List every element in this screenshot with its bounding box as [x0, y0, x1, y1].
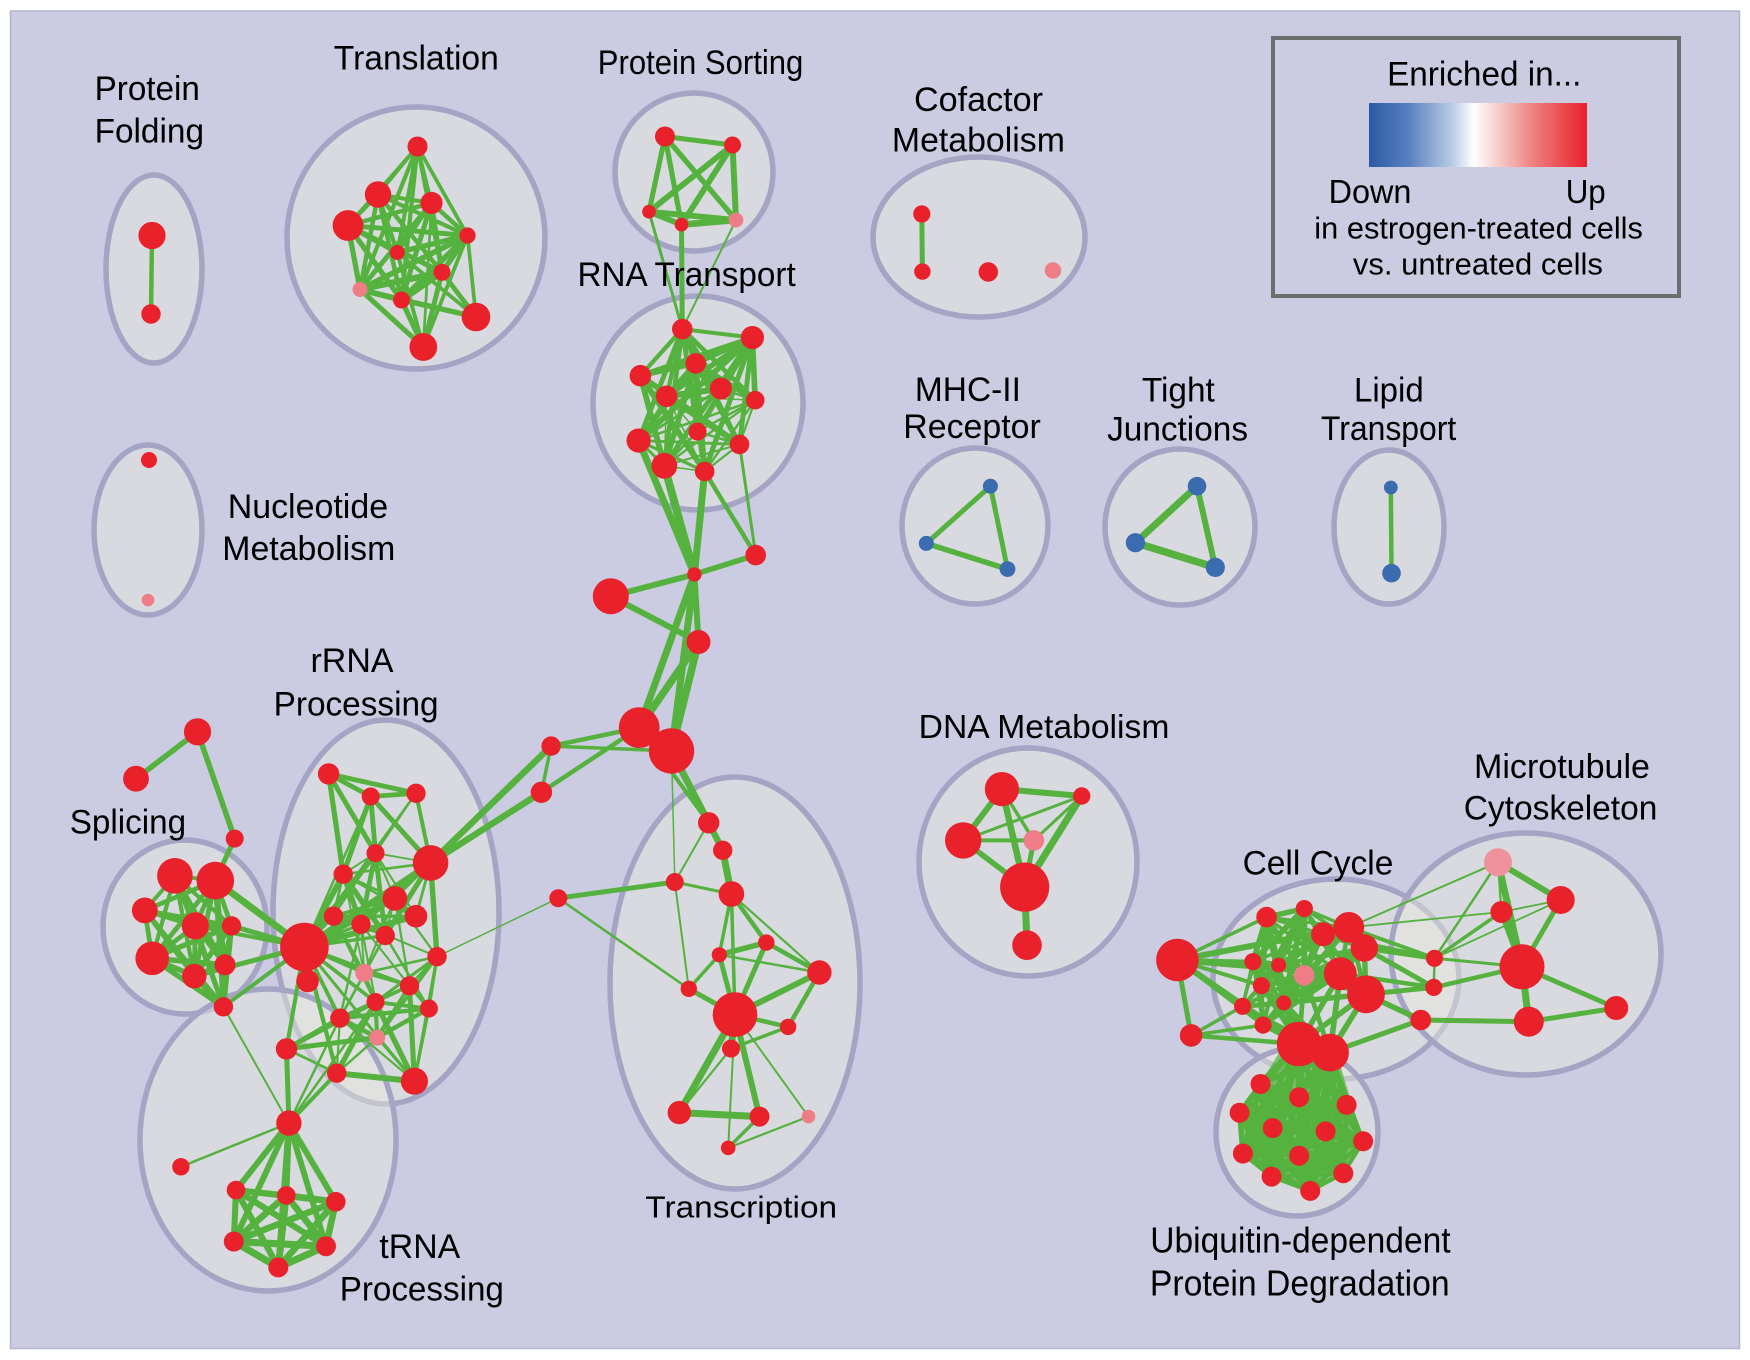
svg-text:Lipid: Lipid	[1354, 372, 1424, 410]
svg-text:Ubiquitin-dependent: Ubiquitin-dependent	[1150, 1220, 1450, 1261]
svg-text:Translation: Translation	[334, 39, 499, 77]
svg-text:Transcription: Transcription	[645, 1189, 837, 1224]
svg-text:Processing: Processing	[340, 1271, 504, 1309]
svg-text:Cytoskeleton: Cytoskeleton	[1464, 789, 1658, 827]
svg-text:Cell Cycle: Cell Cycle	[1243, 844, 1394, 882]
svg-text:in estrogen-treated cells: in estrogen-treated cells	[1314, 211, 1643, 246]
svg-text:Cofactor: Cofactor	[914, 81, 1043, 119]
svg-text:Protein Degradation: Protein Degradation	[1150, 1263, 1450, 1304]
svg-text:Metabolism: Metabolism	[892, 122, 1065, 160]
svg-text:tRNA: tRNA	[379, 1228, 460, 1266]
svg-text:Down: Down	[1329, 173, 1412, 210]
svg-text:Folding: Folding	[95, 112, 204, 150]
svg-text:vs. untreated cells: vs. untreated cells	[1353, 246, 1603, 281]
svg-text:Tight: Tight	[1142, 372, 1215, 410]
svg-text:RNA Transport: RNA Transport	[578, 256, 797, 294]
svg-text:Processing: Processing	[274, 686, 439, 724]
svg-text:Metabolism: Metabolism	[222, 530, 395, 568]
svg-text:Up: Up	[1566, 173, 1606, 210]
svg-text:Receptor: Receptor	[903, 408, 1041, 446]
svg-text:rRNA: rRNA	[311, 642, 394, 680]
svg-text:Microtubule: Microtubule	[1474, 748, 1650, 786]
svg-text:Nucleotide: Nucleotide	[228, 488, 388, 526]
svg-text:Protein: Protein	[95, 70, 200, 108]
svg-text:Junctions: Junctions	[1107, 410, 1248, 448]
svg-text:Splicing: Splicing	[70, 804, 187, 842]
svg-text:Transport: Transport	[1321, 410, 1457, 448]
svg-text:DNA Metabolism: DNA Metabolism	[919, 708, 1170, 745]
svg-text:Enriched in...: Enriched in...	[1387, 56, 1581, 94]
svg-text:MHC-II: MHC-II	[915, 371, 1021, 409]
svg-text:Protein Sorting: Protein Sorting	[598, 44, 804, 82]
